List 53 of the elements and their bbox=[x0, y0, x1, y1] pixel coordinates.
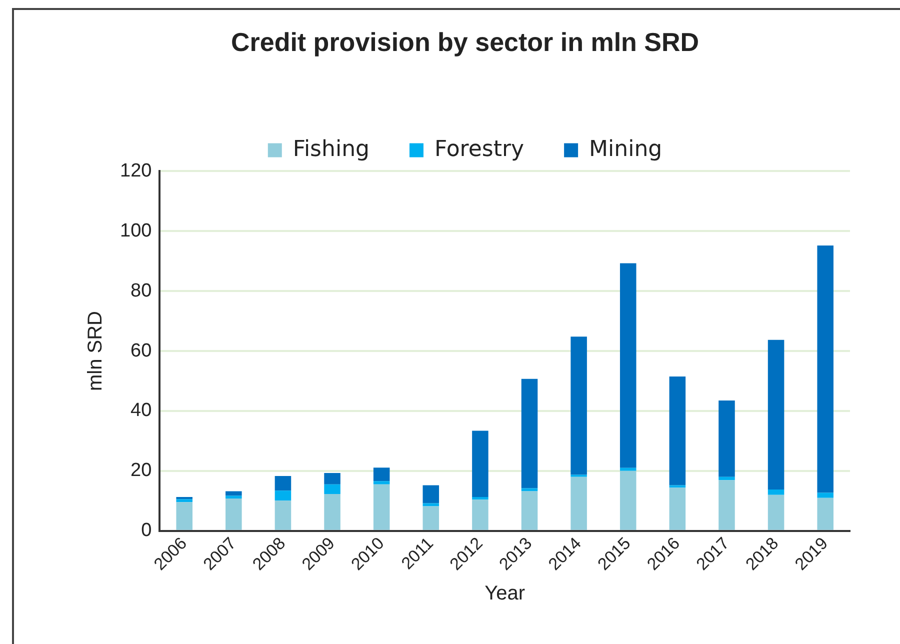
bar bbox=[226, 498, 242, 530]
bar bbox=[373, 468, 390, 482]
bar bbox=[570, 476, 587, 530]
bar bbox=[817, 498, 834, 530]
y-tick-label: 20 bbox=[130, 460, 152, 482]
bar bbox=[422, 485, 440, 504]
y-tick-label: 0 bbox=[141, 520, 152, 542]
bar bbox=[768, 340, 784, 490]
bar bbox=[373, 481, 390, 484]
bar bbox=[324, 472, 340, 484]
bar bbox=[521, 378, 538, 488]
bar bbox=[422, 503, 440, 506]
y-tick-label: 120 bbox=[120, 160, 152, 182]
legend-label: Forestry bbox=[434, 136, 524, 162]
bar bbox=[768, 489, 784, 495]
bar bbox=[570, 336, 587, 475]
bar bbox=[521, 488, 538, 492]
y-tick-label: 80 bbox=[130, 280, 152, 302]
bar bbox=[373, 484, 390, 530]
bar bbox=[472, 430, 488, 497]
bar bbox=[472, 500, 488, 530]
legend-label: Mining bbox=[589, 136, 662, 162]
y-axis-title: mln SRD bbox=[84, 311, 107, 392]
bar bbox=[620, 263, 636, 468]
bar bbox=[768, 494, 784, 530]
bar bbox=[274, 500, 292, 530]
x-axis-title: Year bbox=[484, 582, 526, 605]
bar bbox=[718, 476, 735, 480]
chart-title: Credit provision by sector in mln SRD bbox=[230, 26, 700, 57]
bar bbox=[620, 470, 636, 530]
bar bbox=[620, 468, 636, 471]
bar bbox=[176, 496, 192, 500]
bar bbox=[324, 484, 340, 494]
bar bbox=[226, 491, 242, 496]
bar bbox=[521, 491, 538, 530]
y-tick-label: 60 bbox=[130, 340, 152, 362]
bar bbox=[817, 246, 834, 493]
bar bbox=[176, 502, 192, 530]
bar bbox=[669, 376, 686, 486]
bar bbox=[422, 506, 440, 530]
bar bbox=[718, 480, 735, 530]
y-tick-label: 40 bbox=[130, 400, 152, 422]
bar bbox=[817, 492, 834, 498]
bar bbox=[472, 496, 488, 500]
bar bbox=[324, 494, 340, 530]
legend-label: Fishing bbox=[292, 136, 370, 162]
bar bbox=[718, 400, 735, 477]
bar bbox=[274, 476, 292, 491]
bar bbox=[176, 499, 192, 502]
bar bbox=[226, 496, 242, 498]
bar bbox=[669, 488, 686, 530]
y-tick-label: 100 bbox=[120, 220, 152, 242]
bar bbox=[274, 490, 292, 501]
